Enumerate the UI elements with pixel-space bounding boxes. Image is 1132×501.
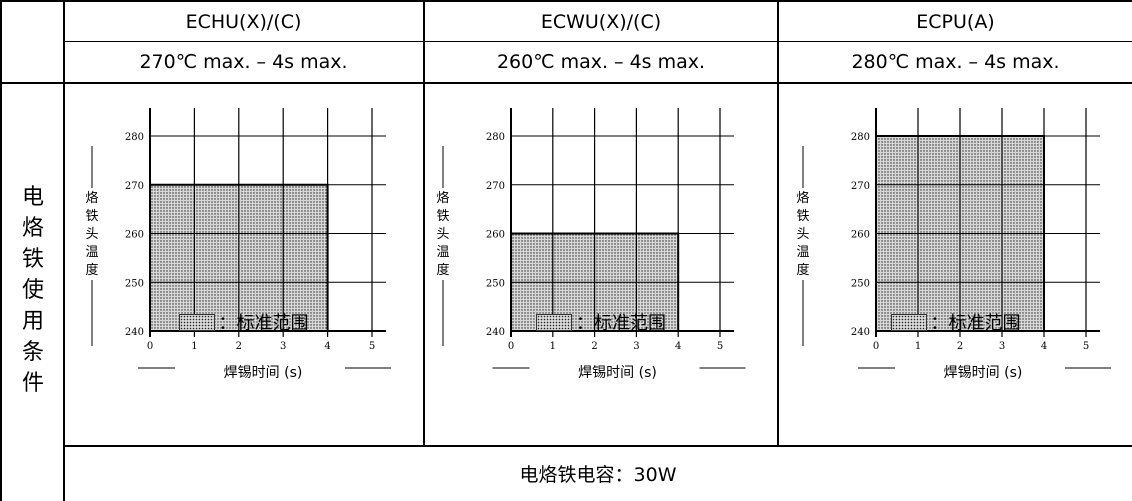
x-axis-label: 焊锡时间 (s) [224, 365, 303, 381]
spec-header-3: 280℃ max. – 4s max. [851, 51, 1060, 73]
x-tick-label: 4 [1041, 341, 1047, 352]
y-axis-label-char: 度 [436, 262, 449, 278]
x-tick-label: 2 [957, 341, 963, 352]
y-tick-label: 270 [851, 181, 870, 192]
row-label-char: 使 [21, 278, 44, 303]
table-border-top [0, 0, 1132, 2]
legend-text: ：标准范围 [576, 313, 666, 334]
y-tick-label: 260 [125, 230, 144, 241]
y-axis-label-char: 度 [796, 262, 809, 278]
y-tick-label: 280 [125, 132, 144, 143]
row-label-char: 电 [21, 185, 44, 210]
y-tick-label: 240 [486, 327, 505, 338]
y-axis-label-char: 温 [796, 245, 809, 260]
spec-header-1: 270℃ max. – 4s max. [139, 51, 348, 73]
x-tick-label: 1 [191, 341, 197, 352]
x-tick-label: 0 [873, 341, 879, 352]
legend-swatch [890, 313, 927, 331]
y-axis-label-char: 度 [85, 262, 98, 278]
legend-3: ：标准范围 [779, 310, 1132, 334]
table-divider-col1 [423, 0, 425, 446]
y-tick-label: 240 [125, 327, 144, 338]
x-tick-label: 3 [999, 341, 1005, 352]
x-tick-label: 5 [717, 341, 723, 352]
table-divider-col0 [63, 0, 65, 501]
y-tick-label: 260 [486, 230, 505, 241]
power-spec: 电烙铁电容：30W [519, 464, 677, 486]
y-axis-label-char: 头 [436, 227, 449, 242]
x-tick-label: 0 [508, 341, 514, 352]
y-tick-label: 280 [851, 132, 870, 143]
legend-1: ：标准范围 [64, 310, 423, 334]
y-tick-label: 280 [486, 132, 505, 143]
x-tick-label: 5 [1083, 341, 1089, 352]
y-tick-label: 240 [851, 327, 870, 338]
legend-text: ：标准范围 [218, 313, 309, 334]
legend-2: ：标准范围 [425, 310, 777, 334]
spec-header-2: 260℃ max. – 4s max. [496, 51, 706, 73]
x-axis-label: 焊锡时间 (s) [578, 365, 657, 381]
y-tick-label: 250 [125, 278, 144, 289]
legend-swatch [178, 313, 215, 331]
x-tick-label: 5 [369, 341, 375, 352]
y-axis-label-char: 铁 [85, 209, 98, 224]
y-axis-label-char: 烙 [796, 190, 809, 206]
y-axis-label-char: 烙 [436, 190, 449, 206]
y-axis-label-char: 温 [85, 245, 98, 260]
x-tick-label: 1 [550, 341, 556, 352]
table-border-left [0, 0, 2, 501]
x-tick-label: 4 [675, 341, 681, 352]
row-label-char: 用 [21, 309, 44, 334]
row-label-char: 件 [21, 371, 44, 396]
legend-text: ：标准范围 [930, 313, 1021, 334]
y-axis-label-char: 头 [796, 227, 809, 242]
y-tick-label: 250 [486, 278, 505, 289]
x-tick-label: 4 [324, 341, 330, 352]
row-label-char: 铁 [21, 247, 44, 272]
x-tick-label: 2 [236, 341, 242, 352]
model-header-2: ECWU(X)/(C) [540, 10, 662, 33]
table-divider-col2 [777, 0, 779, 446]
table-divider-row2 [0, 82, 1132, 84]
legend-swatch [536, 313, 572, 331]
x-tick-label: 0 [147, 341, 153, 352]
y-axis-label-char: 头 [85, 227, 98, 242]
model-header-1: ECHU(X)/(C) [185, 10, 302, 33]
y-axis-label-char: 烙 [85, 190, 98, 206]
y-tick-label: 260 [851, 230, 870, 241]
row-label-char: 条 [21, 340, 44, 365]
table-divider-row3 [63, 445, 1132, 447]
x-tick-label: 2 [591, 341, 597, 352]
table-divider-row1 [63, 41, 1132, 42]
y-tick-label: 270 [486, 181, 505, 192]
model-header-3: ECPU(A) [916, 10, 995, 33]
y-axis-label-char: 温 [436, 245, 449, 260]
row-label-char: 烙 [21, 216, 44, 241]
y-axis-label-char: 铁 [796, 209, 809, 224]
x-tick-label: 1 [915, 341, 921, 352]
x-axis-label: 焊锡时间 (s) [944, 365, 1023, 381]
x-tick-label: 3 [280, 341, 286, 352]
y-tick-label: 250 [851, 278, 870, 289]
y-tick-label: 270 [125, 181, 144, 192]
x-tick-label: 3 [633, 341, 639, 352]
y-axis-label-char: 铁 [436, 209, 449, 224]
row-label-vertical: 电 烙 铁 使 用 条 件 [18, 182, 48, 399]
